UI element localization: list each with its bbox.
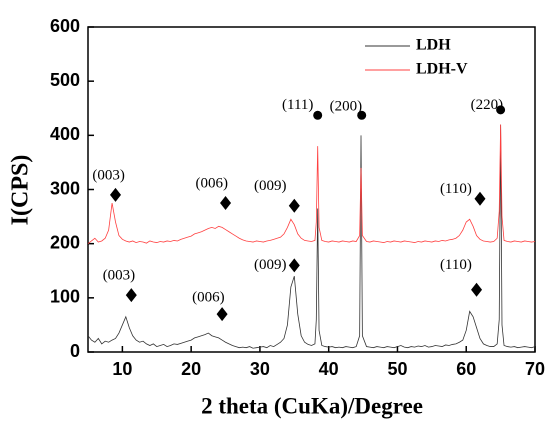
y-tick-label: 0: [70, 341, 80, 361]
peak-marker-diamond: [125, 288, 137, 303]
peak-label: (110): [440, 181, 472, 197]
y-tick-label: 200: [50, 232, 80, 252]
x-axis-label: 2 theta (CuKa)/Degree: [201, 393, 423, 418]
peak-marker-diamond: [110, 187, 122, 202]
x-tick-label: 30: [250, 359, 270, 379]
peak-label: (009): [254, 257, 287, 273]
legend-label: LDH-V: [416, 61, 468, 78]
y-axis-label: I(CPS): [8, 155, 34, 226]
peak-label: (003): [92, 167, 125, 183]
legend-label: LDH: [416, 37, 451, 54]
peak-marker-diamond: [288, 198, 300, 213]
peak-label: (009): [254, 178, 287, 194]
x-tick-label: 10: [112, 359, 132, 379]
peak-label: (006): [196, 176, 229, 192]
peak-label: (006): [192, 289, 225, 305]
y-tick-label: 600: [50, 16, 80, 36]
peak-label: (003): [103, 268, 136, 284]
peak-marker-diamond: [288, 258, 300, 273]
peak-label: (200): [330, 99, 363, 115]
peak-marker-diamond: [474, 191, 486, 206]
peak-marker-circle: [357, 110, 367, 120]
y-tick-label: 400: [50, 124, 80, 144]
peak-label: (111): [282, 97, 313, 113]
peak-label: (110): [440, 257, 472, 273]
series-line: [87, 124, 536, 244]
peak-marker-diamond: [216, 307, 228, 322]
x-tick-label: 70: [525, 359, 545, 379]
peak-marker-diamond: [471, 282, 483, 297]
peak-marker-circle: [496, 105, 506, 115]
peak-label: (220): [471, 97, 504, 113]
x-tick-label: 40: [319, 359, 339, 379]
series-line: [87, 124, 536, 349]
x-tick-label: 20: [181, 359, 201, 379]
peak-marker-diamond: [220, 196, 232, 211]
y-tick-label: 300: [50, 178, 80, 198]
x-tick-label: 60: [456, 359, 476, 379]
y-tick-label: 500: [50, 70, 80, 90]
y-tick-label: 100: [50, 287, 80, 307]
x-tick-label: 50: [387, 359, 407, 379]
peak-marker-circle: [313, 110, 323, 120]
